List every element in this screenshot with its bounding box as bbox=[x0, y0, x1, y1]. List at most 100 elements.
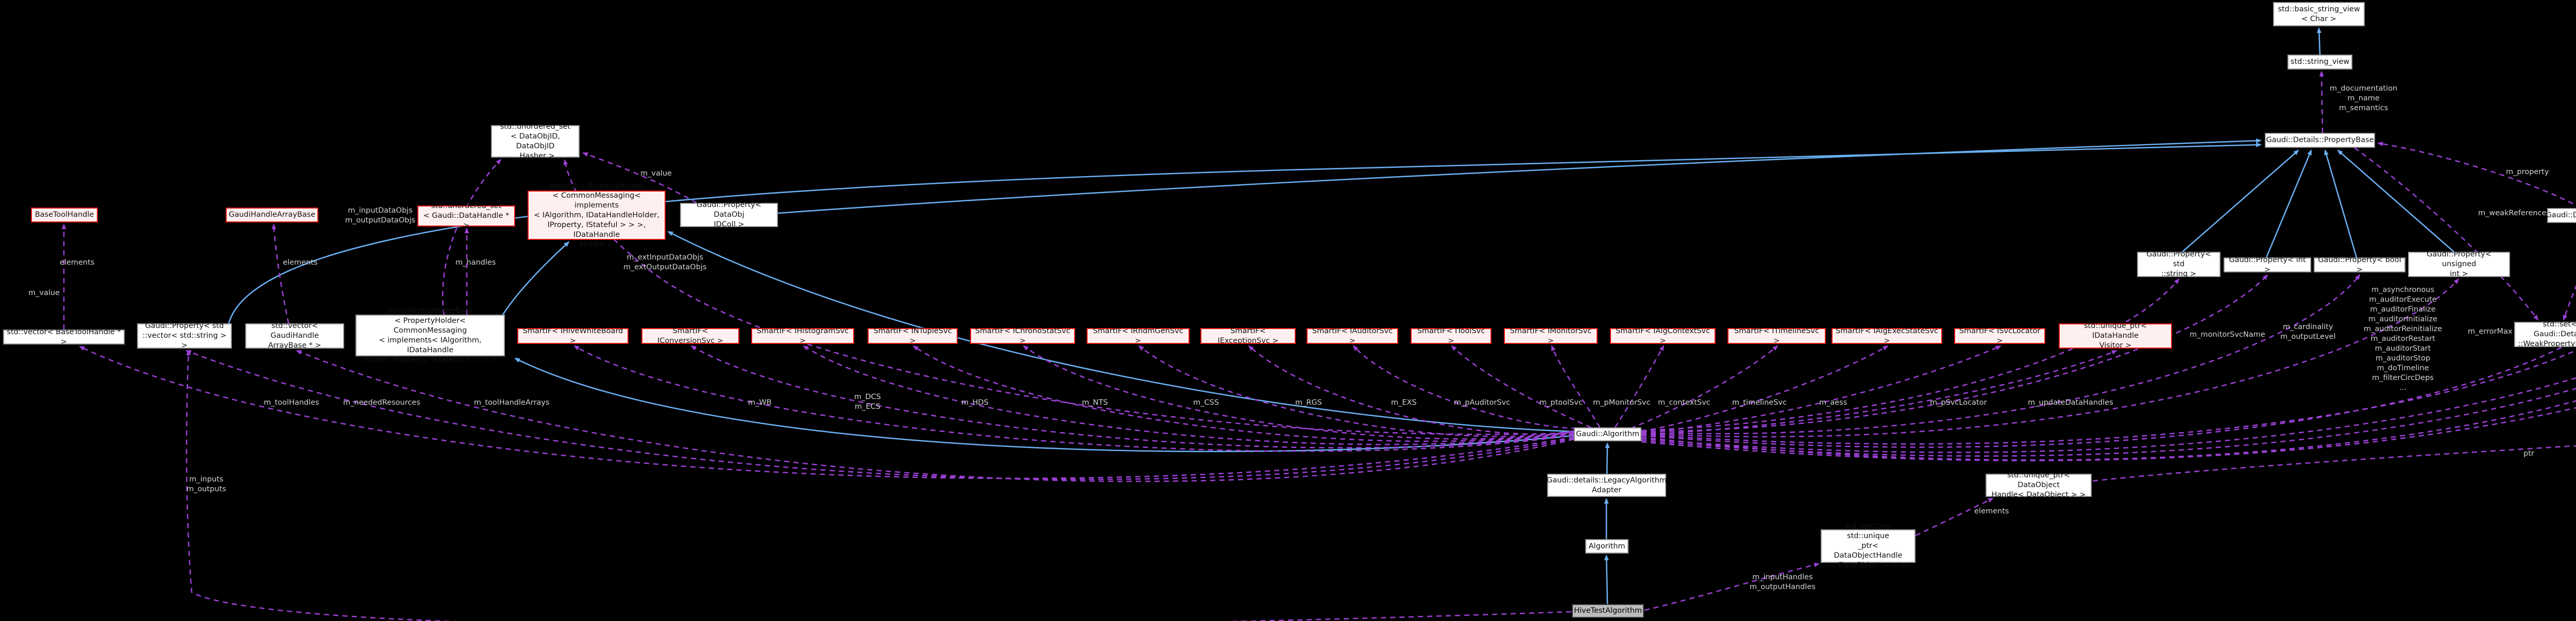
node-gaudi-details-weakpropertyref[interactable]: Gaudi::Details::WeakPropertyRef bbox=[2546, 208, 2576, 223]
inheritance-edge bbox=[514, 357, 1574, 453]
node-smartif-isvclocator[interactable]: SmartIF< ISvcLocator > bbox=[1954, 327, 2045, 345]
inheritance-edge bbox=[777, 138, 2262, 214]
usage-edge bbox=[2563, 284, 2576, 321]
inheritance-edge bbox=[2265, 149, 2312, 258]
node-gaudi-property-bool[interactable]: Gaudi::Property< bool > bbox=[2314, 256, 2405, 274]
node-vector-basetoolhandle[interactable]: std::vector< BaseToolHandle * > bbox=[3, 328, 125, 346]
node-gaudi-property-string[interactable]: Gaudi::Property< std ::string > bbox=[2137, 250, 2221, 278]
usage-edge bbox=[1614, 345, 1665, 428]
edge-label: elements bbox=[60, 258, 95, 267]
edge-label: elements bbox=[1974, 507, 2009, 515]
usage-edge bbox=[1641, 350, 2576, 445]
node-std-basic-string-view[interactable]: std::basic_string_view < Char > bbox=[2273, 2, 2365, 26]
edge-label: m_inputDataObjs m_outputDataObjs bbox=[345, 206, 416, 225]
usage-edge bbox=[573, 345, 1574, 452]
usage-edge bbox=[79, 346, 1574, 479]
node-unique-ptr-dataobjecthandle[interactable]: std::unique_ptr< DataObject Handle< Data… bbox=[1986, 471, 2092, 499]
edge-label: m_errorMax bbox=[2468, 327, 2513, 336]
usage-edge bbox=[272, 223, 290, 324]
node-set-weakpropertyref[interactable]: std::set< Gaudi::Details ::WeakPropertyR… bbox=[2514, 320, 2576, 348]
node-std-string-view[interactable]: std::string_view bbox=[2287, 55, 2352, 70]
usage-edge bbox=[1641, 274, 2361, 435]
node-smartif-itoolsvc[interactable]: SmartIF< IToolSvc > bbox=[1411, 327, 1492, 345]
node-smartif-iconversionsvc[interactable]: SmartIF< IConversionSvc > bbox=[641, 327, 739, 345]
usage-edge bbox=[2319, 71, 2324, 133]
edge-label: m_aess bbox=[1819, 399, 1848, 407]
node-smartif-ialgcontextsvc[interactable]: SmartIF< IAlgContextSvc > bbox=[1610, 327, 1716, 345]
edge-label: m_extInputDataObjs m_extOutputDataObjs bbox=[623, 253, 707, 271]
usage-edge bbox=[1641, 278, 2460, 438]
node-vector-unique-ptr-dataobjecthandle[interactable]: std::vector< std::unique _ptr< DataObjec… bbox=[1821, 522, 1916, 570]
usage-edge bbox=[1641, 388, 2576, 457]
edge-label: ptr bbox=[2523, 450, 2534, 458]
usage-edge bbox=[2354, 147, 2539, 321]
node-smartif-ihistogramsvc[interactable]: SmartIF< IHistogramSvc > bbox=[751, 327, 854, 345]
node-basetoolhandle[interactable]: BaseToolHandle bbox=[31, 208, 98, 222]
node-gaudi-property-unsigned-int[interactable]: Gaudi::Property< unsigned int > bbox=[2408, 250, 2510, 278]
inheritance-edge bbox=[502, 241, 570, 315]
inheritance-edge bbox=[2182, 149, 2299, 252]
node-smartif-itimelinesvc[interactable]: SmartIF< ITimelineSvc > bbox=[1727, 327, 1826, 345]
edge-label: m_updateDataHandles bbox=[2028, 399, 2113, 407]
edge-label: m_inputs m_outputs bbox=[187, 475, 226, 493]
usage-edge bbox=[1138, 345, 1581, 437]
edge-label: m_timelineSvc bbox=[1732, 399, 1787, 407]
node-gaudihandlearraybase[interactable]: GaudiHandleArrayBase bbox=[226, 208, 318, 222]
usage-edge bbox=[185, 350, 1572, 621]
usage-edge bbox=[690, 345, 1574, 449]
usage-edge bbox=[1551, 345, 1601, 428]
edge-label: m_EXS bbox=[1391, 399, 1417, 407]
node-gaudi-property-dataobjidcoll[interactable]: Gaudi::Property< DataObj IDColl > bbox=[680, 201, 778, 229]
usage-edge bbox=[582, 152, 697, 204]
node-smartif-imonitorsvc[interactable]: SmartIF< IMonitorSvc > bbox=[1504, 327, 1598, 345]
usage-edge bbox=[2092, 445, 2576, 482]
node-legacyalgorithmadapter[interactable]: Gaudi::details::LegacyAlgorithm Adapter bbox=[1547, 474, 1667, 497]
edge-label: m_neededResources bbox=[343, 399, 420, 407]
node-smartif-ichronostatsvc[interactable]: SmartIF< IChronoStatSvc > bbox=[970, 327, 1075, 345]
edge-label: m_handles bbox=[455, 258, 496, 267]
edge-label: m_asynchronous m_auditorExecute m_audito… bbox=[2364, 286, 2442, 392]
usage-edge bbox=[1451, 345, 1591, 428]
usage-edge bbox=[2377, 142, 2576, 206]
node-smartif-iauditorsvc[interactable]: SmartIF< IAuditorSvc > bbox=[1307, 327, 1398, 345]
node-gaudi-algorithm[interactable]: Gaudi::Algorithm bbox=[1574, 427, 1641, 441]
node-unordered-set-dataobjid[interactable]: std::unordered_set < DataObjID, DataObjI… bbox=[491, 123, 580, 160]
edge-label: m_pSvcLocator bbox=[1930, 399, 1987, 407]
edge-label: m_ptoolSvc bbox=[1539, 399, 1583, 407]
node-extends-propertyholder[interactable]: extends< PropertyHolder < CommonMessagin… bbox=[528, 182, 666, 249]
node-smartif-ialgexecstatesvc[interactable]: SmartIF< IAlgExecStateSvc > bbox=[1832, 327, 1942, 345]
edge-label: m_value bbox=[640, 169, 672, 178]
node-smartif-intuplesvc[interactable]: SmartIF< INTupleSvc > bbox=[868, 327, 958, 345]
edge-label: m_HDS bbox=[961, 399, 989, 407]
edge-label: m_weakReferences bbox=[2478, 209, 2551, 217]
edge-label: m_pMonitorSvc bbox=[1593, 399, 1651, 407]
usage-edge bbox=[1641, 274, 2268, 433]
edge-label: m_monitorSvcName bbox=[2190, 331, 2265, 339]
edge-label: m_toolHandles bbox=[264, 399, 319, 407]
edge-label: m_property bbox=[2506, 168, 2549, 176]
usage-edge bbox=[1641, 377, 2576, 453]
node-unique-ptr-idatahandlevisitor[interactable]: std::unique_ptr< IDataHandle Visitor > bbox=[2059, 322, 2172, 350]
node-smartif-irndmgensvc[interactable]: SmartIF< IRndmGenSvc > bbox=[1087, 327, 1190, 345]
inheritance-edge bbox=[2324, 149, 2358, 258]
usage-edge bbox=[1644, 562, 1820, 611]
usage-edge bbox=[1023, 345, 1579, 440]
node-gaudi-details-propertybase[interactable]: Gaudi::Details::PropertyBase bbox=[2265, 133, 2375, 148]
node-unordered-set-datahandle[interactable]: std::unordered_set < Gaudi::DataHandle *… bbox=[417, 202, 515, 230]
node-gaudi-property-vector-string[interactable]: Gaudi::Property< std ::vector< std::stri… bbox=[137, 322, 232, 350]
node-datahandleholderbase[interactable]: DataHandleHolderBase < PropertyHolder< C… bbox=[355, 307, 505, 364]
usage-edge bbox=[185, 350, 1574, 480]
node-algorithm[interactable]: Algorithm bbox=[1585, 539, 1629, 554]
node-smartif-iexceptionsvc[interactable]: SmartIF< IExceptionSvc > bbox=[1200, 327, 1296, 345]
edge-label: m_value bbox=[28, 289, 60, 297]
node-smartif-ihivewhiteboard[interactable]: SmartIF< IHiveWhiteBoard > bbox=[517, 327, 629, 345]
inheritance-edge bbox=[2337, 149, 2454, 252]
edge-label: m_WB bbox=[748, 399, 772, 407]
edge-label: m_RGS bbox=[1295, 399, 1322, 407]
node-vector-gaudihandlearraybase[interactable]: std::vector< GaudiHandle ArrayBase * > bbox=[245, 322, 344, 350]
node-gaudi-property-int[interactable]: Gaudi::Property< int > bbox=[2224, 256, 2311, 274]
usage-edge bbox=[1352, 345, 1586, 429]
edge-label: m_cardinality m_outputLevel bbox=[2280, 323, 2336, 341]
usage-edge bbox=[1641, 350, 2117, 436]
